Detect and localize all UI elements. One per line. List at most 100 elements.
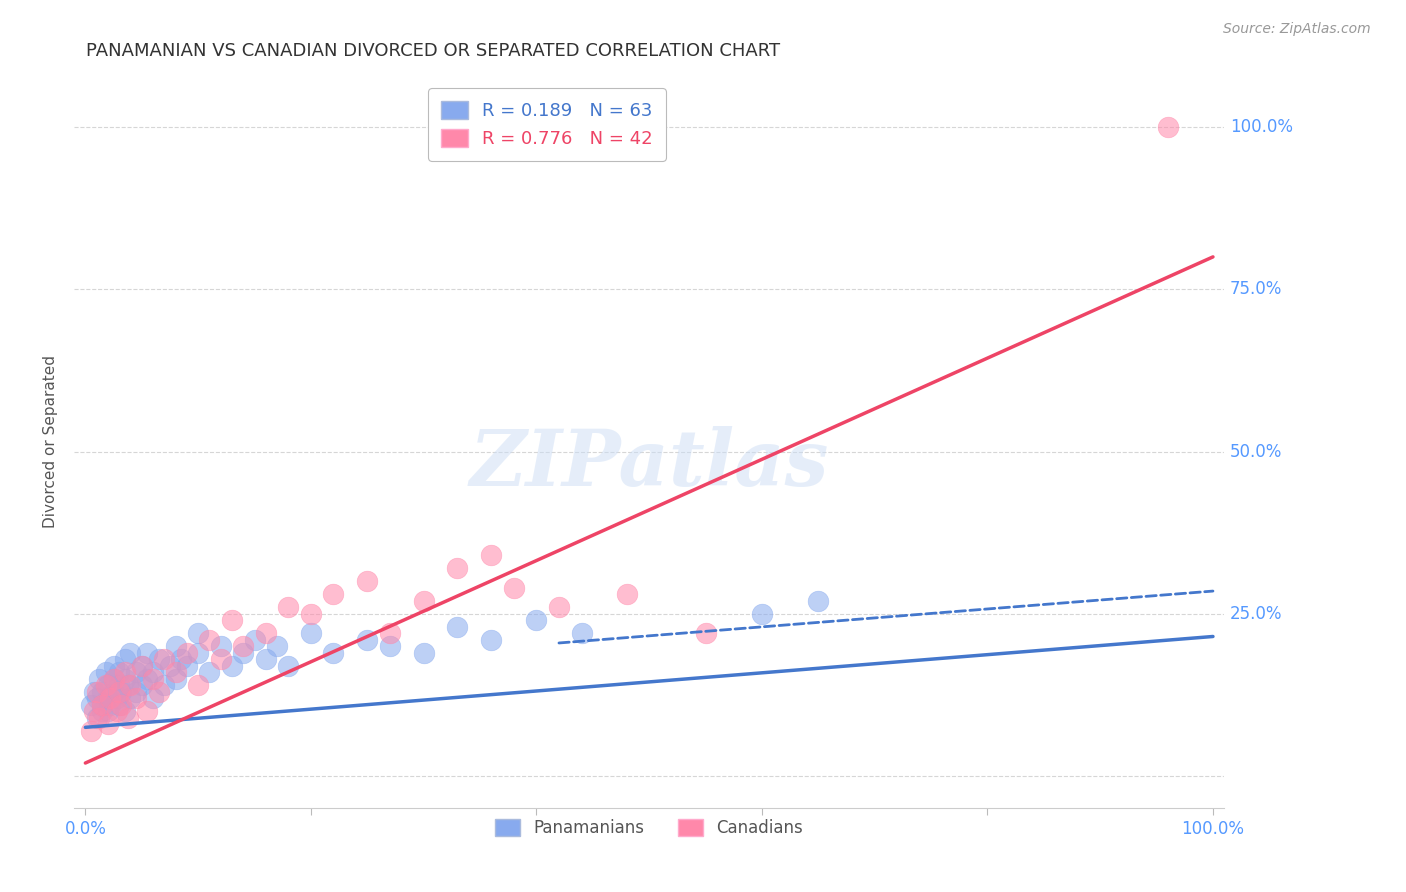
Point [97,704,120,718]
Point [94,665,117,680]
Point [91,704,114,718]
Point [356,574,378,589]
Point [91,698,114,712]
Point [120,691,142,706]
Point [153,652,176,666]
Point [131,678,153,692]
Point [103,684,125,698]
Point [232,639,254,653]
Point [254,626,277,640]
Point [277,658,299,673]
Point [412,646,434,660]
Point [299,626,322,640]
Point [356,632,378,647]
Point [114,672,136,686]
Point [176,658,198,673]
Point [105,704,128,718]
Point [502,581,524,595]
Point [114,665,136,680]
Point [131,658,153,673]
Point [209,652,232,666]
Point [114,652,136,666]
Point [97,691,120,706]
Point [198,632,221,647]
Point [221,613,243,627]
Point [148,652,170,666]
Point [97,717,120,731]
Point [187,626,209,640]
Point [125,691,148,706]
Text: 25.0%: 25.0% [1230,605,1282,623]
Point [221,658,243,673]
Point [198,665,221,680]
Point [170,652,193,666]
Point [209,639,232,653]
Point [479,632,502,647]
Point [97,678,120,692]
Point [125,665,148,680]
Point [299,607,322,621]
Point [83,704,105,718]
Point [616,587,638,601]
Point [807,594,830,608]
Point [165,672,187,686]
Point [80,698,103,712]
Text: ZIPatlas: ZIPatlas [470,425,830,502]
Point [412,594,434,608]
Point [277,600,299,615]
Point [322,587,344,601]
Point [176,646,198,660]
Point [110,684,132,698]
Point [153,678,176,692]
Point [571,626,593,640]
Point [103,658,125,673]
Point [322,646,344,660]
Point [94,678,117,692]
Point [446,620,468,634]
Point [136,646,159,660]
Point [103,672,125,686]
Point [120,678,142,692]
Y-axis label: Divorced or Separated: Divorced or Separated [44,355,58,528]
Point [187,678,209,692]
Text: PANAMANIAN VS CANADIAN DIVORCED OR SEPARATED CORRELATION CHART: PANAMANIAN VS CANADIAN DIVORCED OR SEPAR… [86,42,780,60]
Point [479,549,502,563]
Point [378,639,401,653]
Point [165,665,187,680]
Text: 75.0%: 75.0% [1230,280,1282,298]
Point [378,626,401,640]
Point [98,698,121,712]
Point [148,684,170,698]
Text: Source: ZipAtlas.com: Source: ZipAtlas.com [1223,22,1371,37]
Point [83,684,105,698]
Point [446,561,468,575]
Point [266,639,288,653]
Point [86,684,108,698]
Point [91,698,114,712]
Point [1157,120,1180,135]
Point [91,684,114,698]
Point [87,710,110,724]
Point [136,704,159,718]
Point [108,665,131,680]
Point [159,658,181,673]
Point [108,684,131,698]
Point [526,613,548,627]
Point [117,710,139,724]
Point [232,646,254,660]
Point [187,646,209,660]
Point [254,652,277,666]
Point [751,607,773,621]
Point [243,632,266,647]
Point [548,600,571,615]
Point [87,672,110,686]
Point [98,691,121,706]
Point [131,658,153,673]
Point [142,665,165,680]
Point [103,672,125,686]
Point [117,678,139,692]
Point [110,698,132,712]
Text: 100.0%: 100.0% [1230,118,1294,136]
Point [108,678,131,692]
Text: 50.0%: 50.0% [1230,442,1282,460]
